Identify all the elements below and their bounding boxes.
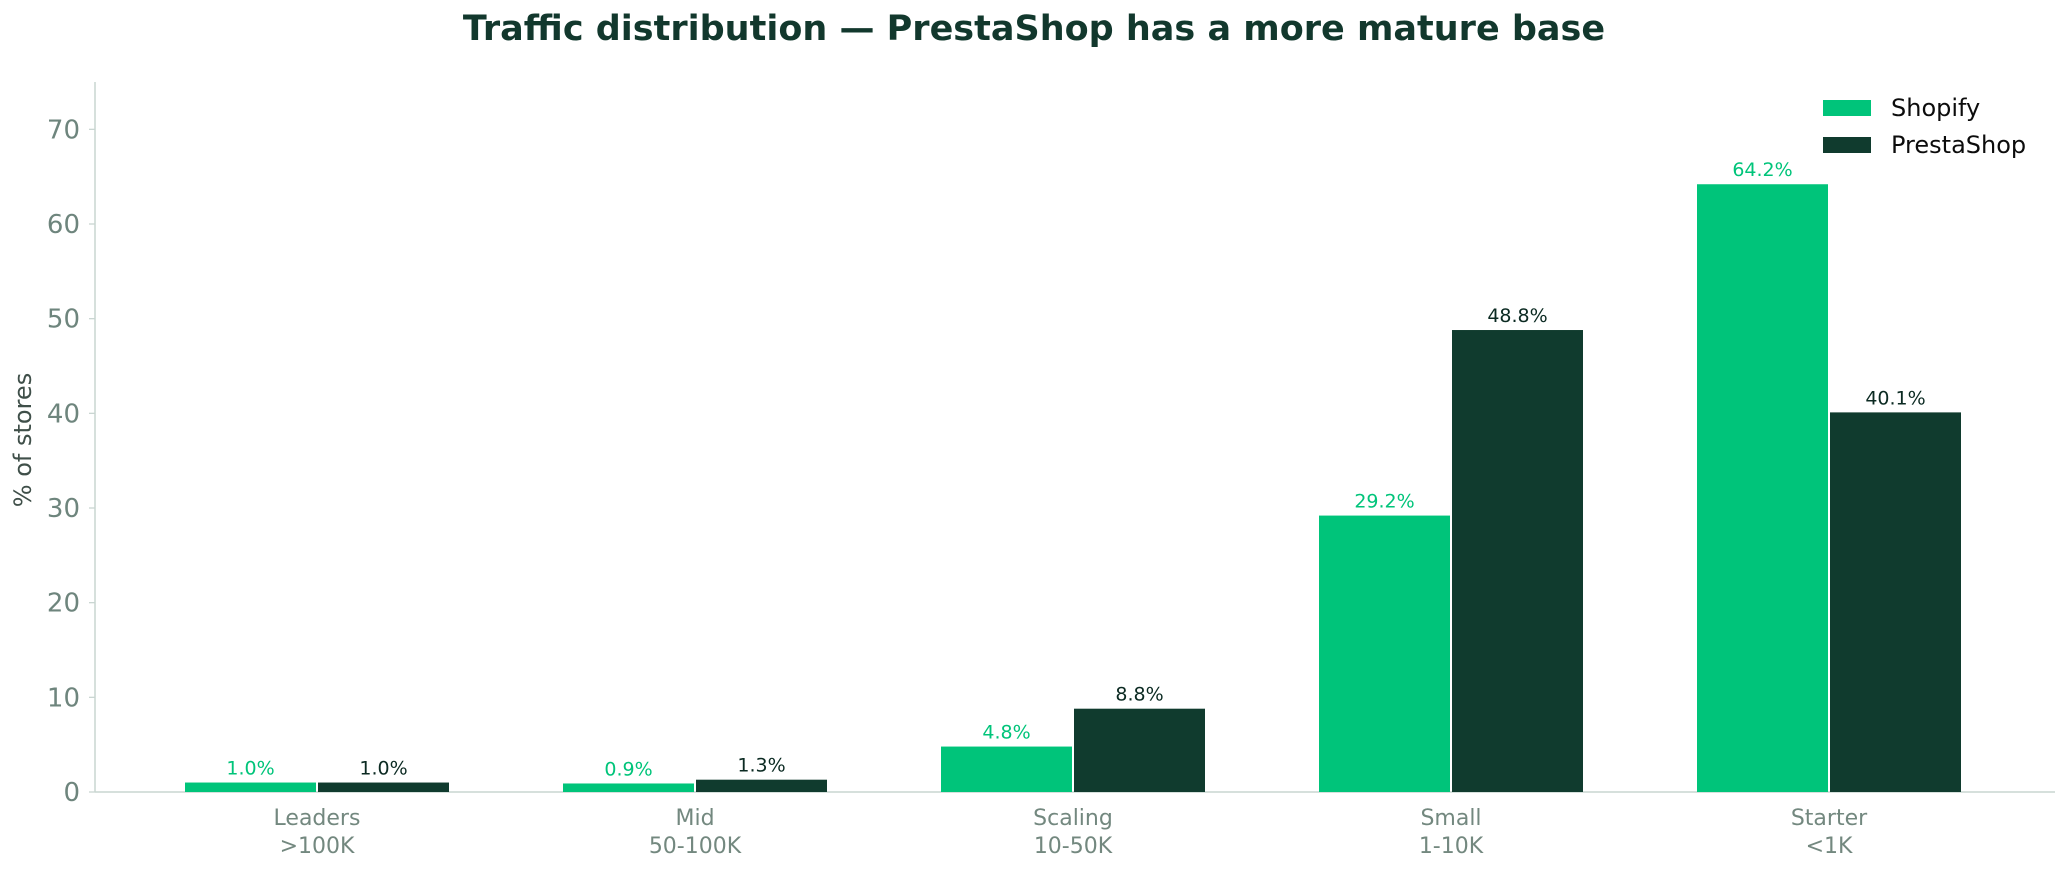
x-tick-label-range: >100K (280, 834, 355, 859)
shopify-bar (1697, 184, 1828, 793)
x-tick-label-main: Mid (675, 806, 714, 831)
shopify-data-label: 4.8% (982, 722, 1030, 744)
prestashop-data-label: 8.8% (1115, 684, 1163, 706)
x-tick-label: Small 1-10K (1419, 806, 1484, 859)
shopify-data-label: 64.2% (1732, 159, 1792, 181)
shopify-bar (1319, 515, 1450, 792)
prestashop-bar (1074, 708, 1205, 792)
legend: Shopify PrestaShop (1823, 94, 2026, 159)
plot-layer: 0 10 20 30 40 50 60 70 Leaders >100K Mid 50-100K Sca… (47, 82, 2055, 859)
shopify-legend-swatch (1823, 100, 1871, 116)
y-tick-label: 10 (47, 683, 80, 713)
x-tick-label-range: <1K (1806, 834, 1853, 859)
y-axis-label: % of stores (9, 373, 37, 507)
x-tick-label: Starter <1K (1791, 806, 1868, 859)
chart-title: Traffic distribution — PrestaShop has a … (463, 9, 1605, 49)
x-tick-label-range: 50-100K (649, 834, 742, 859)
y-tick-label: 50 (47, 305, 80, 335)
x-tick-label: Mid 50-100K (649, 806, 742, 859)
x-tick-label-main: Starter (1791, 806, 1868, 831)
prestashop-bar (696, 779, 827, 792)
prestashop-bar (318, 782, 449, 792)
prestashop-data-label: 1.0% (359, 758, 407, 780)
shopify-legend-label: Shopify (1891, 94, 1980, 122)
prestashop-data-label: 1.3% (737, 755, 785, 777)
shopify-bar (563, 783, 694, 792)
shopify-data-label: 29.2% (1354, 491, 1414, 513)
prestashop-legend-label: PrestaShop (1891, 131, 2026, 159)
x-tick-label-main: Leaders (274, 806, 361, 831)
y-tick-label: 70 (47, 115, 80, 145)
x-tick-label-main: Small (1420, 806, 1481, 831)
prestashop-bar (1452, 330, 1583, 792)
y-tick-label: 60 (47, 210, 80, 240)
y-tick-label: 40 (47, 399, 80, 429)
y-tick-label: 30 (47, 494, 80, 524)
prestashop-data-label: 40.1% (1865, 387, 1925, 409)
prestashop-legend-swatch (1823, 137, 1871, 153)
shopify-bar (185, 782, 316, 792)
x-tick-label: Scaling 10-50K (1033, 806, 1113, 859)
x-tick-label: Leaders >100K (274, 806, 361, 859)
prestashop-bar (1830, 412, 1961, 792)
x-tick-label-range: 10-50K (1034, 834, 1113, 859)
x-tick-label-range: 1-10K (1419, 834, 1484, 859)
y-tick-label: 20 (47, 589, 80, 619)
x-tick-label-main: Scaling (1033, 806, 1113, 831)
shopify-bar (941, 746, 1072, 792)
shopify-data-label: 1.0% (226, 758, 274, 780)
prestashop-data-label: 48.8% (1487, 305, 1547, 327)
y-tick-label: 0 (63, 778, 80, 808)
shopify-data-label: 0.9% (604, 758, 652, 780)
